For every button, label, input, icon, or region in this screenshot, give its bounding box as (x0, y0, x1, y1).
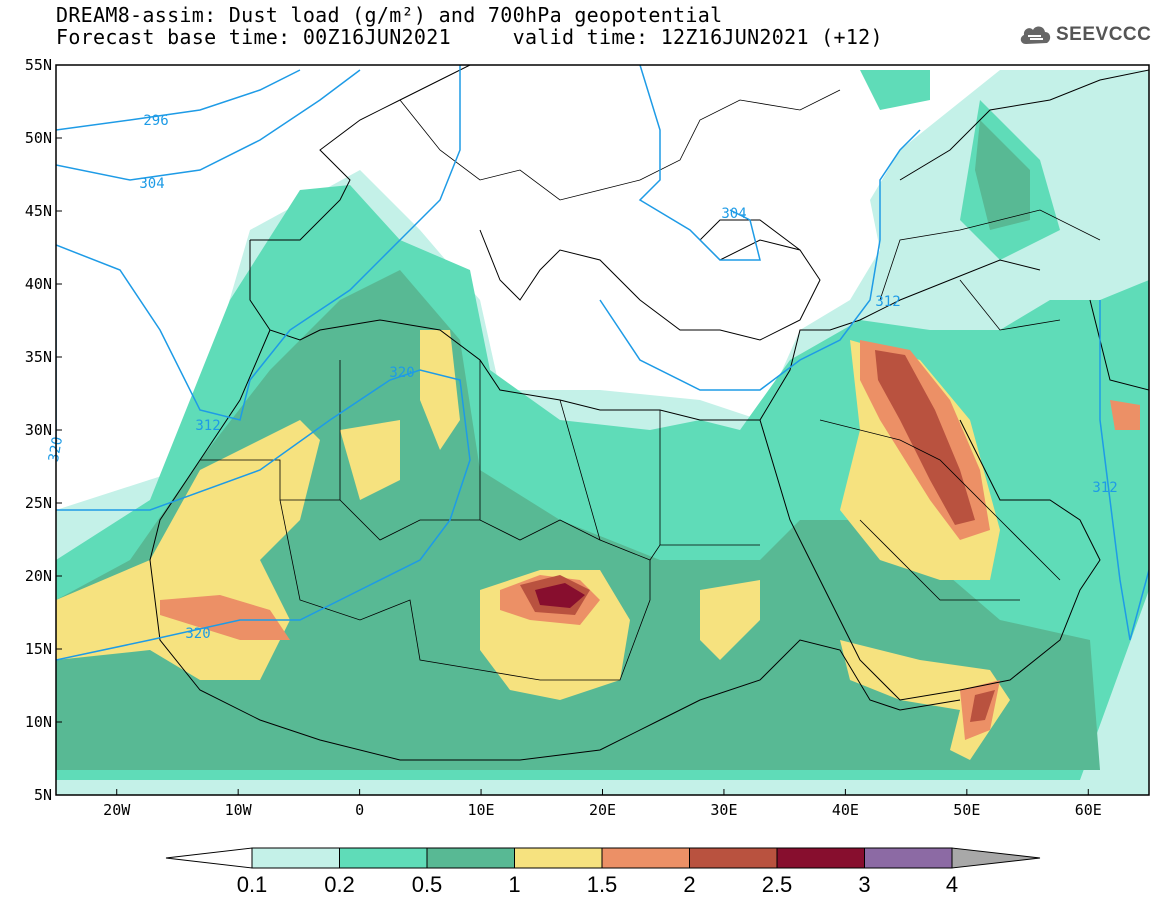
lat-label: 45N (25, 202, 52, 220)
cloud-icon (1020, 26, 1051, 44)
lat-label: 15N (25, 640, 52, 658)
dust-field-2 (875, 350, 975, 525)
lat-label: 20N (25, 567, 52, 585)
colorbar-level-label: 4 (945, 872, 959, 897)
colorbar-swatch (426, 847, 515, 869)
chart-title: DREAM8-assim: Dust load (g/m²) and 700hP… (56, 3, 723, 27)
colorbar-swatch (776, 847, 865, 869)
dust-field-2 (970, 690, 995, 722)
lat-label: 25N (25, 494, 52, 512)
country-borders (200, 89, 1101, 681)
dust-field-1-5 (160, 595, 290, 640)
colorbar-level-label: 0.5 (411, 872, 443, 897)
colorbar-level-label: 1 (508, 872, 521, 897)
colorbar-swatch (514, 847, 603, 869)
dust-field-2-5 (535, 583, 585, 608)
contour-label: 312 (1092, 480, 1117, 496)
colorbar (165, 847, 1041, 869)
lon-label: 40E (832, 801, 859, 819)
geopotential-contours (56, 65, 1149, 661)
lon-label: 0 (355, 801, 364, 819)
lon-label: 10E (468, 801, 495, 819)
contour-label: 320 (185, 626, 210, 642)
lon-label: 50E (953, 801, 980, 819)
lat-label: 55N (25, 56, 52, 74)
contour-label: 304 (721, 206, 746, 222)
colorbar-swatch (251, 847, 340, 869)
colorbar-level-label: 2.5 (761, 872, 793, 897)
contour-label: 312 (875, 294, 900, 310)
lon-label: 30E (710, 801, 737, 819)
lat-label: 50N (25, 129, 52, 147)
contour-label: 304 (139, 176, 164, 192)
contour-label: 296 (143, 113, 168, 129)
colorbar-swatch (601, 847, 690, 869)
lat-label: 5N (34, 786, 52, 804)
lat-label: 40N (25, 275, 52, 293)
contour-label: 320 (389, 365, 414, 381)
dust-field-0-5 (56, 270, 1100, 770)
colorbar-swatch (689, 847, 778, 869)
dust-field-0-2 (860, 70, 930, 110)
dust-field-1 (420, 330, 460, 450)
lon-label: 20E (589, 801, 616, 819)
coastlines (149, 65, 1149, 761)
colorbar-level-label: 2 (683, 872, 696, 897)
colorbar-level-label: 0.2 (324, 872, 355, 897)
colorbar-swatch (339, 847, 428, 869)
lat-label: 35N (25, 348, 52, 366)
logo-text: SEEVCCC (1056, 24, 1152, 45)
dust-field-0-5 (975, 120, 1030, 230)
forecast-time-line: Forecast base time: 00Z16JUN2021 valid t… (56, 25, 883, 49)
contour-label: 312 (195, 418, 220, 434)
dust-field-1 (700, 580, 760, 660)
lon-label: 60E (1075, 801, 1102, 819)
colorbar-under-arrow (165, 847, 253, 869)
latitude-axis: 55N 50N 45N 40N 35N 30N 25N 20N 15N 10N 5N (25, 56, 62, 804)
dust-field-1-5 (1110, 400, 1140, 430)
seevccc-logo: SEEVCCC (1018, 24, 1151, 46)
longitude-axis: 20W 10W 0 10E 20E 30E 40E 50E 60E (103, 789, 1102, 819)
lon-label: 20W (103, 801, 131, 819)
contour-labels: 296 304 304 312 312 312 320 320 320 (46, 113, 1118, 642)
lon-label: 10W (225, 801, 253, 819)
colorbar-level-label: 1.5 (586, 872, 618, 897)
colorbar-over-arrow (951, 847, 1041, 869)
dust-field-1 (340, 420, 400, 500)
lat-label: 30N (25, 421, 52, 439)
lat-label: 10N (25, 713, 52, 731)
colorbar-level-label: 3 (858, 872, 871, 897)
colorbar-level-label: 0.1 (236, 872, 268, 897)
colorbar-swatch (864, 847, 953, 869)
